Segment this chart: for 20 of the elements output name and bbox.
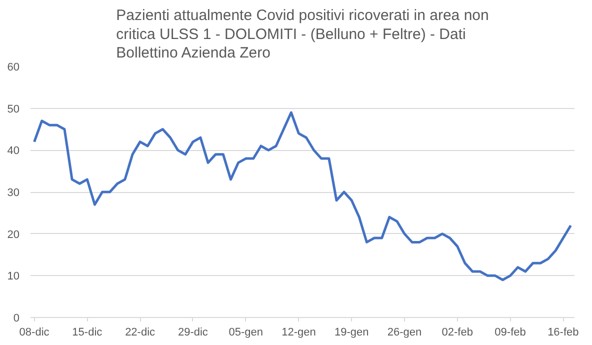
x-tick-label: 12-gen [282, 326, 316, 338]
chart-title: Pazienti attualmente Covid positivi ricoverati in area non critica ULSS 1 - DOLOMITI - (Belluno + Feltre) - Dati Bollettino Azienda Zero [116, 7, 489, 62]
y-tick-label: 20 [7, 228, 20, 241]
x-tick-label: 02-feb [442, 326, 473, 338]
x-tick-label: 05-gen [228, 326, 263, 338]
x-tick-label: 09-feb [494, 326, 526, 338]
y-tick-label: 30 [7, 187, 20, 199]
y-tick-label: 0 [13, 312, 20, 324]
x-tick-label: 08-dic [19, 326, 50, 338]
x-tick-label: 16-feb [548, 326, 579, 338]
y-tick-label: 60 [7, 62, 20, 74]
x-tick-label: 22-dic [125, 326, 156, 338]
y-tick-label: 10 [7, 270, 20, 283]
line-series [33, 111, 572, 282]
x-tick-label: 26-gen [387, 326, 422, 338]
x-tick-label: 29-dic [178, 326, 208, 338]
y-tick-label: 40 [7, 145, 20, 158]
y-tick-label: 50 [7, 103, 20, 116]
x-tick-label: 15-dic [72, 326, 103, 338]
x-tick-label: 19-gen [334, 326, 369, 338]
